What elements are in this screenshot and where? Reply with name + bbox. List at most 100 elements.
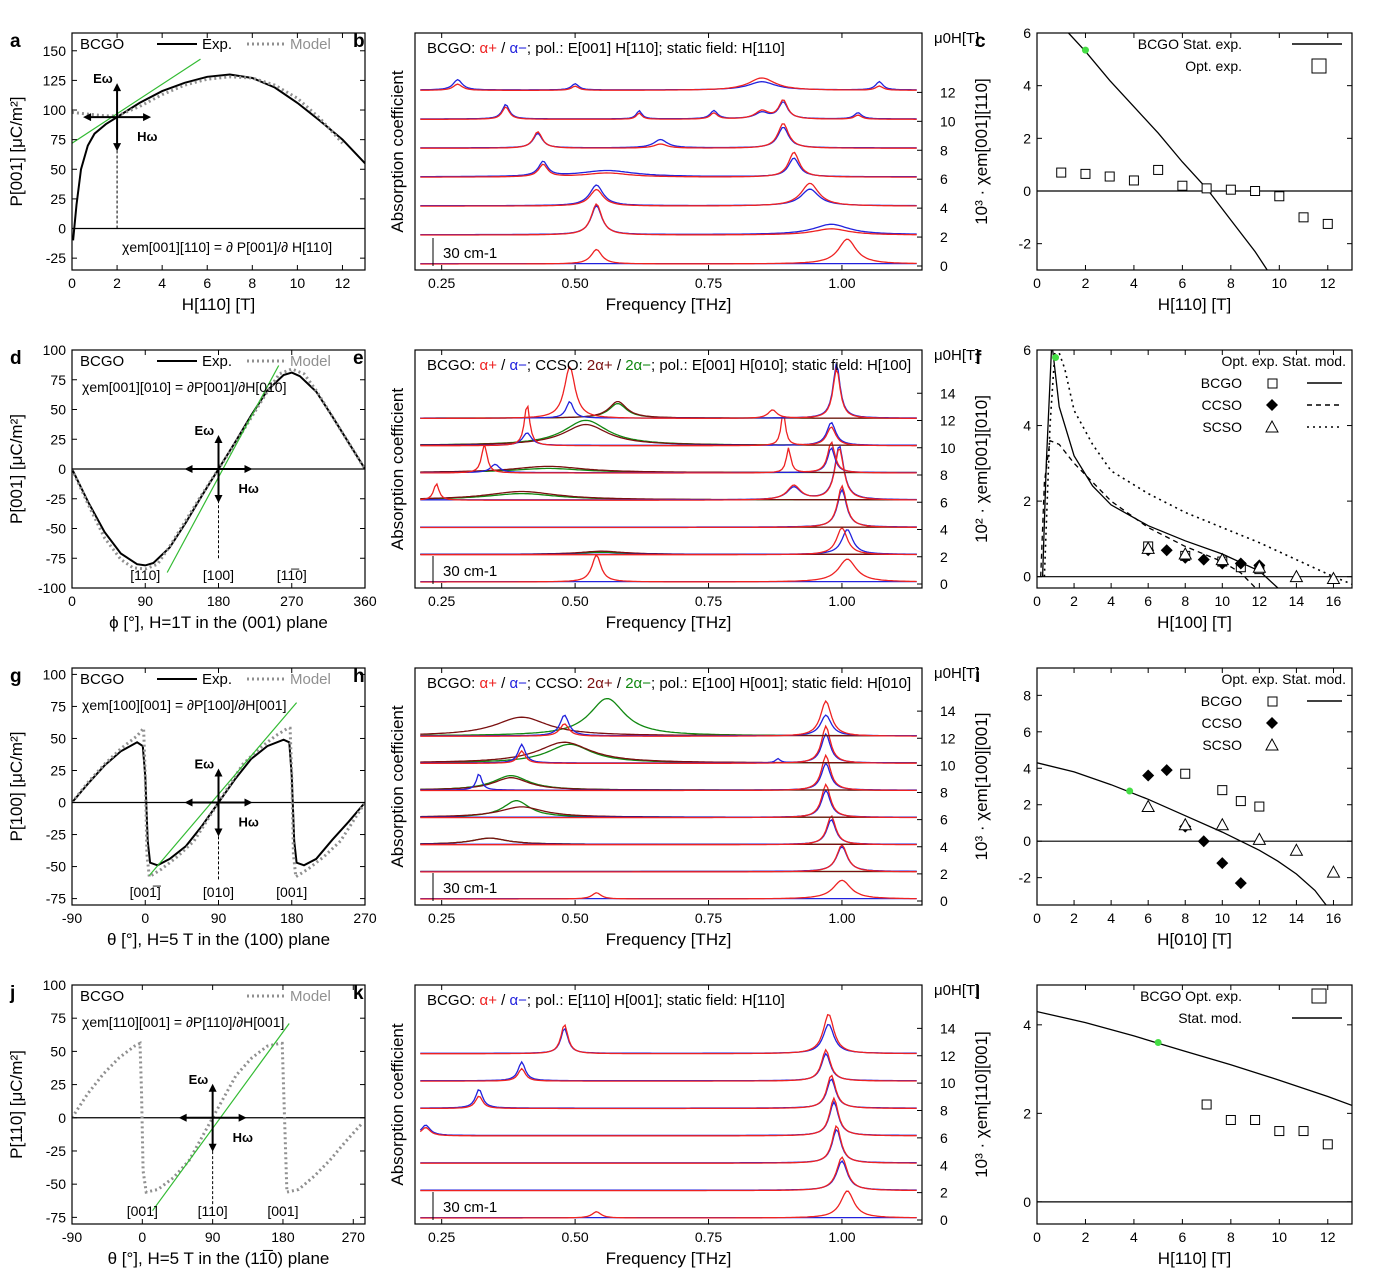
panel-g: g -90 0 90 180 270 θ [°], H=5 T in the (100) p…: [7, 666, 377, 949]
scale-label: 30 cm-1: [443, 1199, 497, 1216]
spectrum-red-0T: [420, 553, 917, 583]
direction-label: [001]: [127, 1203, 158, 1219]
point-square: [1201, 1099, 1212, 1110]
y-tick-label: -2: [1019, 236, 1032, 252]
y-tick-label: 50: [50, 730, 66, 746]
highlight-dot: [1052, 354, 1060, 362]
legend-sample: BCGO: [80, 36, 124, 53]
x-tick-label: 8: [1227, 275, 1235, 291]
x-axis-label: H[010] [T]: [1157, 930, 1232, 949]
series-tangent: [72, 58, 201, 144]
plot-area-e: [420, 362, 917, 583]
legend-row-label: SCSO: [1202, 419, 1242, 435]
legend-header: Opt. exp. Stat. mod.: [1221, 353, 1346, 369]
point-triangle: [1141, 799, 1156, 813]
e-omega-label: Eω: [93, 71, 113, 86]
y-tick-label: -2: [1019, 870, 1032, 886]
h-omega-label: Hω: [137, 129, 157, 144]
x-axis-label: Frequency [THz]: [606, 295, 732, 314]
x-tick-label: 4: [1107, 593, 1115, 609]
panel-h: h 0.25 0.50 0.75 1.00 Frequency [THz] 0 2 4 6 8 10 1…: [353, 665, 979, 949]
spectrum-blue-12T: [420, 1023, 917, 1054]
axes-frame: [414, 32, 923, 271]
right-tick-label: 4: [940, 839, 948, 855]
panel-e: e 0.25 0.50 0.75 1.00 Frequency [THz] 0 2 4 6 8 10 1…: [353, 347, 979, 632]
scale-label: 30 cm-1: [443, 245, 497, 262]
x-tick-label: 6: [1144, 910, 1152, 926]
plot-area-f: [1037, 350, 1352, 588]
spectrum-blue-10T: [420, 732, 917, 764]
x-tick-label: 180: [271, 1229, 295, 1245]
spectrum-red-12T: [420, 77, 917, 91]
y-tick-label: 25: [50, 1077, 66, 1093]
x-tick-label: 4: [1107, 910, 1115, 926]
y-tick-label: 0: [1023, 569, 1031, 585]
x-tick-label: 270: [353, 910, 377, 926]
series-model: [72, 75, 344, 145]
legend-exp-label: Exp.: [202, 671, 232, 688]
y-axis-label: 10³ · χem[100][001]: [972, 713, 991, 861]
plot-area-a: [72, 58, 365, 241]
right-tick-label: 2: [940, 549, 948, 565]
y-tick-label: 0: [1023, 183, 1031, 199]
panel-letter: f: [975, 348, 982, 369]
x-tick-label: 0: [68, 593, 76, 609]
spectrum-darkred-10T: [420, 423, 917, 446]
plot-area-b: [420, 77, 917, 265]
right-tick-label: 12: [940, 730, 956, 746]
spectrum-green-12T: [420, 697, 917, 737]
point-triangle: [1178, 817, 1193, 831]
x-tick-label: 10: [1272, 1229, 1288, 1245]
y-tick-label: -50: [46, 1176, 66, 1192]
y-axis-label: P[001] [μC/m²]: [7, 414, 26, 524]
y-axis-label: P[110] [μC/m²]: [7, 1050, 26, 1159]
x-tick-label: 270: [280, 593, 304, 609]
legend-row-label: BCGO: [1201, 693, 1242, 709]
legend-square: [1311, 58, 1327, 74]
point-triangle: [1215, 817, 1230, 831]
spectrum-red-0T: [420, 879, 917, 900]
x-axis-label: H[100] [T]: [1157, 613, 1232, 632]
title-part: ; pol.: E[110] H[001]; static field: H[1…: [527, 992, 785, 1009]
spectrum-red-4T: [420, 484, 917, 529]
spectra-title: BCGO: α+ / α−; pol.: E[001] H[110]; stat…: [427, 40, 785, 57]
title-part: BCGO:: [427, 992, 480, 1009]
y-tick-label: 4: [1023, 1017, 1031, 1033]
y-axis-label: P[001] [μC/m²]: [7, 97, 26, 207]
y-tick-label: 75: [50, 1010, 66, 1026]
x-tick-label: 90: [137, 593, 153, 609]
spectrum-red-10T: [420, 724, 917, 764]
panel-d: d 0 90 180 270 360 ϕ [°], H=1T in the (001) pl…: [7, 342, 377, 632]
e-omega-label: Eω: [195, 423, 215, 438]
right-axis-label: μ0H[T]: [934, 665, 979, 682]
title-part: α+: [480, 992, 498, 1009]
x-tick-label: 8: [248, 275, 256, 291]
y-axis-label: Absorption coefficient: [388, 70, 407, 233]
plot-area-k: [419, 1013, 917, 1219]
series-exp: [72, 73, 365, 241]
title-part: BCGO:: [427, 357, 480, 374]
x-tick-label: 2: [1082, 275, 1090, 291]
point-diamond: [1142, 769, 1155, 782]
axes-frame: [1036, 984, 1353, 1225]
point-square: [1254, 801, 1265, 812]
scale-label: 30 cm-1: [443, 880, 497, 897]
point-square: [1274, 1126, 1285, 1137]
x-tick-label: 12: [335, 275, 351, 291]
point-square: [1225, 184, 1236, 195]
legend-row-label: CCSO: [1202, 715, 1243, 731]
e-omega-label: Eω: [195, 757, 215, 772]
x-tick-label: 180: [207, 593, 231, 609]
point-square: [1322, 1139, 1333, 1150]
y-tick-label: 100: [43, 666, 67, 682]
x-tick-label: 10: [1272, 275, 1288, 291]
axes-frame: [71, 984, 366, 1225]
x-tick-label: 14: [1289, 910, 1305, 926]
y-tick-label: -25: [46, 250, 66, 266]
title-part: /: [497, 992, 510, 1009]
x-tick-label: 4: [1130, 1229, 1138, 1245]
x-tick-label: 2: [1070, 910, 1078, 926]
spectrum-red-6T: [419, 1096, 917, 1137]
formula-text: χem[100][001] = ∂P[100]/∂H[001]: [82, 697, 286, 713]
x-tick-label: 10: [1215, 910, 1231, 926]
